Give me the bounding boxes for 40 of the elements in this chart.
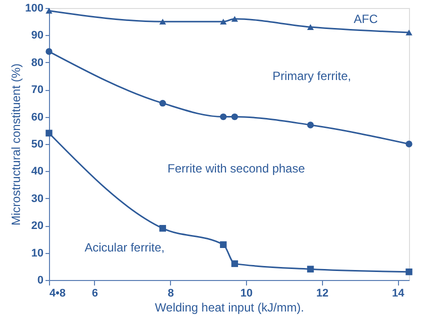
x-tick-label: 12 — [316, 288, 328, 300]
point — [159, 18, 166, 25]
y-tick-label: 50 — [31, 138, 44, 150]
point — [159, 224, 166, 232]
annotation: Primary ferrite, — [272, 69, 352, 83]
y-tick-label: 70 — [31, 84, 44, 96]
y-axis-title: Microstructural constituent (%) — [9, 63, 24, 226]
annotation: AFC — [354, 12, 378, 26]
point — [46, 48, 52, 55]
y-tick-label: 40 — [31, 166, 44, 178]
point — [159, 100, 166, 107]
annotation: Ferrite with second phase — [167, 161, 306, 176]
x-tick-label: 8 — [168, 288, 174, 300]
y-tick-label: 10 — [31, 247, 44, 260]
point — [220, 241, 227, 248]
annotation: Acicular ferrite, — [84, 240, 165, 254]
x-tick-label: 4•8 — [50, 288, 66, 300]
point — [406, 30, 412, 36]
point — [307, 122, 314, 128]
point — [231, 16, 238, 22]
x-tick-label: 14 — [392, 288, 406, 300]
point — [307, 266, 314, 272]
y-tick-label: 100 — [25, 2, 44, 14]
x-axis-title: Welding heat input (kJ/mm). — [154, 300, 304, 314]
point — [220, 18, 227, 25]
point — [307, 24, 314, 30]
point — [46, 130, 52, 136]
point — [231, 113, 238, 120]
y-tick-label: 30 — [31, 192, 44, 205]
point — [231, 260, 238, 268]
point — [406, 140, 412, 148]
y-tick-label: 90 — [31, 30, 44, 42]
y-tick-label: 0 — [37, 274, 44, 286]
y-tick-label: 80 — [31, 56, 44, 69]
y-tick-label: 20 — [31, 220, 44, 232]
x-tick-label: 6 — [92, 288, 98, 300]
x-tick-label: 10 — [240, 288, 253, 300]
y-tick-label: 60 — [31, 111, 44, 124]
point — [220, 113, 227, 120]
point — [406, 268, 412, 276]
